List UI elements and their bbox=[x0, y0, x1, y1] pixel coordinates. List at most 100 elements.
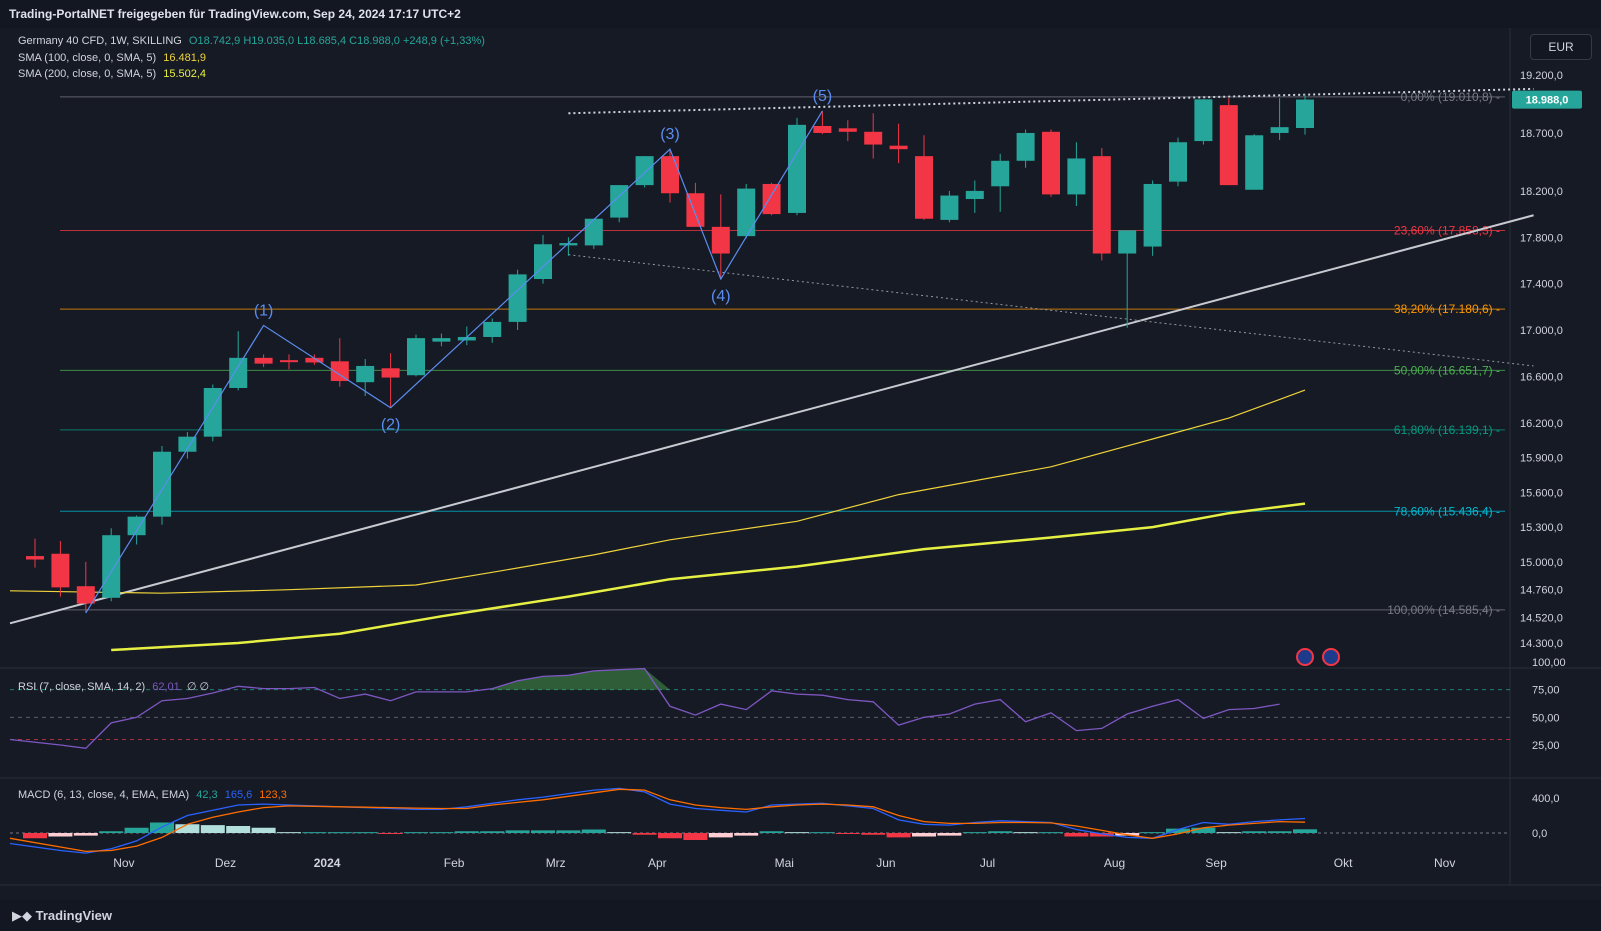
time-tick-label: Apr bbox=[648, 856, 667, 870]
rsi-tick-label: 100,00 bbox=[1532, 657, 1566, 669]
macd-histogram-bar bbox=[683, 833, 708, 840]
rsi-label: RSI (7, close, SMA, 14, 2) bbox=[18, 681, 146, 693]
economic-event-icon bbox=[1296, 648, 1314, 666]
time-tick-label: Nov bbox=[1434, 856, 1455, 870]
macd-histogram-bar bbox=[632, 833, 657, 835]
candle-body bbox=[102, 535, 121, 598]
price-tick-label: 14.520,0 bbox=[1520, 612, 1563, 624]
macd-histogram-bar bbox=[912, 833, 936, 837]
candle-body bbox=[864, 131, 883, 145]
macd-histogram-bar bbox=[1166, 828, 1190, 833]
macd-histogram-bar bbox=[1089, 833, 1114, 837]
currency-button[interactable]: EUR bbox=[1530, 34, 1592, 60]
lower-dotted-trendline bbox=[568, 254, 1534, 367]
ascending-trendline bbox=[9, 214, 1534, 625]
candle-body bbox=[1016, 132, 1035, 161]
legend-rsi[interactable]: RSI (7, close, SMA, 14, 2) 62,01 ∅ ∅ bbox=[18, 680, 209, 693]
candle-body bbox=[51, 553, 70, 588]
resistance-dotted-line bbox=[568, 87, 1534, 115]
candle-body bbox=[635, 156, 654, 186]
candle-body bbox=[965, 190, 984, 200]
macd-histogram-bar bbox=[658, 833, 682, 839]
price-tick-label: 15.600,0 bbox=[1520, 487, 1563, 499]
macd-signal-value: 123,3 bbox=[259, 789, 287, 801]
macd-histogram-bar bbox=[23, 833, 47, 839]
candle-body bbox=[1169, 142, 1187, 182]
candle-body bbox=[76, 586, 95, 604]
candle-body bbox=[1296, 99, 1314, 128]
macd-line bbox=[9, 787, 1306, 854]
legend-sma100[interactable]: SMA (100, close, 0, SMA, 5) 16.481,9 bbox=[18, 52, 206, 64]
macd-histogram-bar bbox=[1013, 832, 1038, 834]
macd-histogram-bar bbox=[937, 833, 962, 836]
wave-label: (4) bbox=[711, 288, 731, 305]
rsi-tick-label: 25,00 bbox=[1532, 740, 1560, 752]
publisher-text: Trading-PortalNET freigegeben für Tradin… bbox=[9, 7, 461, 21]
macd-hist-value: 42,3 bbox=[196, 789, 218, 801]
macd-histogram-bar bbox=[1140, 832, 1165, 834]
candle-body bbox=[153, 451, 171, 517]
candle-body bbox=[280, 360, 298, 363]
time-tick-label: Nov bbox=[113, 856, 134, 870]
macd-histogram-bar bbox=[1267, 831, 1292, 833]
rsi-line bbox=[9, 667, 1280, 749]
candle-body bbox=[762, 183, 781, 215]
sma100-label: SMA (100, close, 0, SMA, 5) bbox=[18, 52, 157, 64]
elliott-wave-path bbox=[85, 110, 823, 614]
legend-instrument: Germany 40 CFD, 1W, SKILLING O18.742,9 H… bbox=[18, 35, 485, 47]
macd-histogram-bar bbox=[1242, 831, 1267, 833]
macd-histogram-bar bbox=[353, 832, 378, 834]
macd-histogram-bar bbox=[810, 832, 835, 834]
time-tick-label: Feb bbox=[444, 856, 465, 870]
macd-histogram-bar bbox=[531, 830, 555, 833]
candle-body bbox=[407, 338, 425, 376]
candle-body bbox=[330, 361, 349, 382]
candle-body bbox=[26, 556, 44, 560]
candle-body bbox=[737, 188, 756, 237]
fib-label: 100,00% (14.585,4) - bbox=[1387, 603, 1500, 617]
time-tick-label: Dez bbox=[215, 856, 236, 870]
fib-label: 0,00% (19.010,8) - bbox=[1401, 90, 1500, 104]
fib-label: 50,00% (16.651,7) - bbox=[1394, 363, 1500, 377]
macd-histogram-bar bbox=[378, 833, 403, 834]
last-price-tag bbox=[1512, 90, 1582, 109]
candle-body bbox=[1118, 230, 1137, 254]
macd-histogram-bar bbox=[556, 830, 581, 833]
candle-body bbox=[305, 357, 324, 363]
wave-label: (2) bbox=[381, 417, 401, 434]
economic-event-icon bbox=[1322, 648, 1340, 666]
candle-body bbox=[661, 156, 679, 194]
macd-histogram-bar bbox=[861, 833, 886, 835]
macd-histogram-bar bbox=[48, 833, 73, 837]
sma100-value: 16.481,9 bbox=[163, 52, 207, 64]
legend-sma200[interactable]: SMA (200, close, 0, SMA, 5) 15.502,4 bbox=[18, 68, 206, 80]
candle-body bbox=[838, 128, 857, 132]
fib-label: 61,80% (16.139,1) - bbox=[1394, 423, 1500, 437]
candle-body bbox=[711, 226, 730, 254]
price-tick-label: 14.300,0 bbox=[1520, 638, 1563, 650]
sma200-value: 15.502,4 bbox=[163, 68, 207, 80]
macd-histogram-bar bbox=[988, 831, 1013, 833]
candle-body bbox=[1067, 158, 1086, 195]
rsi-extra: ∅ ∅ bbox=[186, 681, 210, 693]
rsi-tick-label: 50,00 bbox=[1532, 712, 1560, 724]
legend-macd[interactable]: MACD (6, 13, close, 4, EMA, EMA) 42,3 16… bbox=[18, 789, 287, 801]
macd-tick-label: 0,0 bbox=[1532, 828, 1547, 840]
candle-body bbox=[1245, 135, 1264, 190]
macd-histogram-bar bbox=[175, 824, 200, 833]
macd-histogram-bar bbox=[99, 831, 124, 833]
macd-histogram-bar bbox=[581, 829, 606, 833]
candle-body bbox=[584, 218, 603, 246]
macd-histogram-bar bbox=[759, 831, 784, 833]
macd-histogram-bar bbox=[302, 832, 327, 834]
macd-histogram-bar bbox=[124, 827, 149, 833]
candle-body bbox=[559, 243, 578, 246]
macd-histogram-bar bbox=[150, 822, 174, 833]
macd-histogram-bar bbox=[1039, 832, 1063, 834]
candle-body bbox=[788, 124, 806, 213]
macd-histogram-bar bbox=[429, 832, 454, 834]
macd-histogram-bar bbox=[962, 832, 987, 834]
macd-histogram-bar bbox=[200, 825, 225, 833]
macd-histogram-bar bbox=[785, 832, 809, 834]
